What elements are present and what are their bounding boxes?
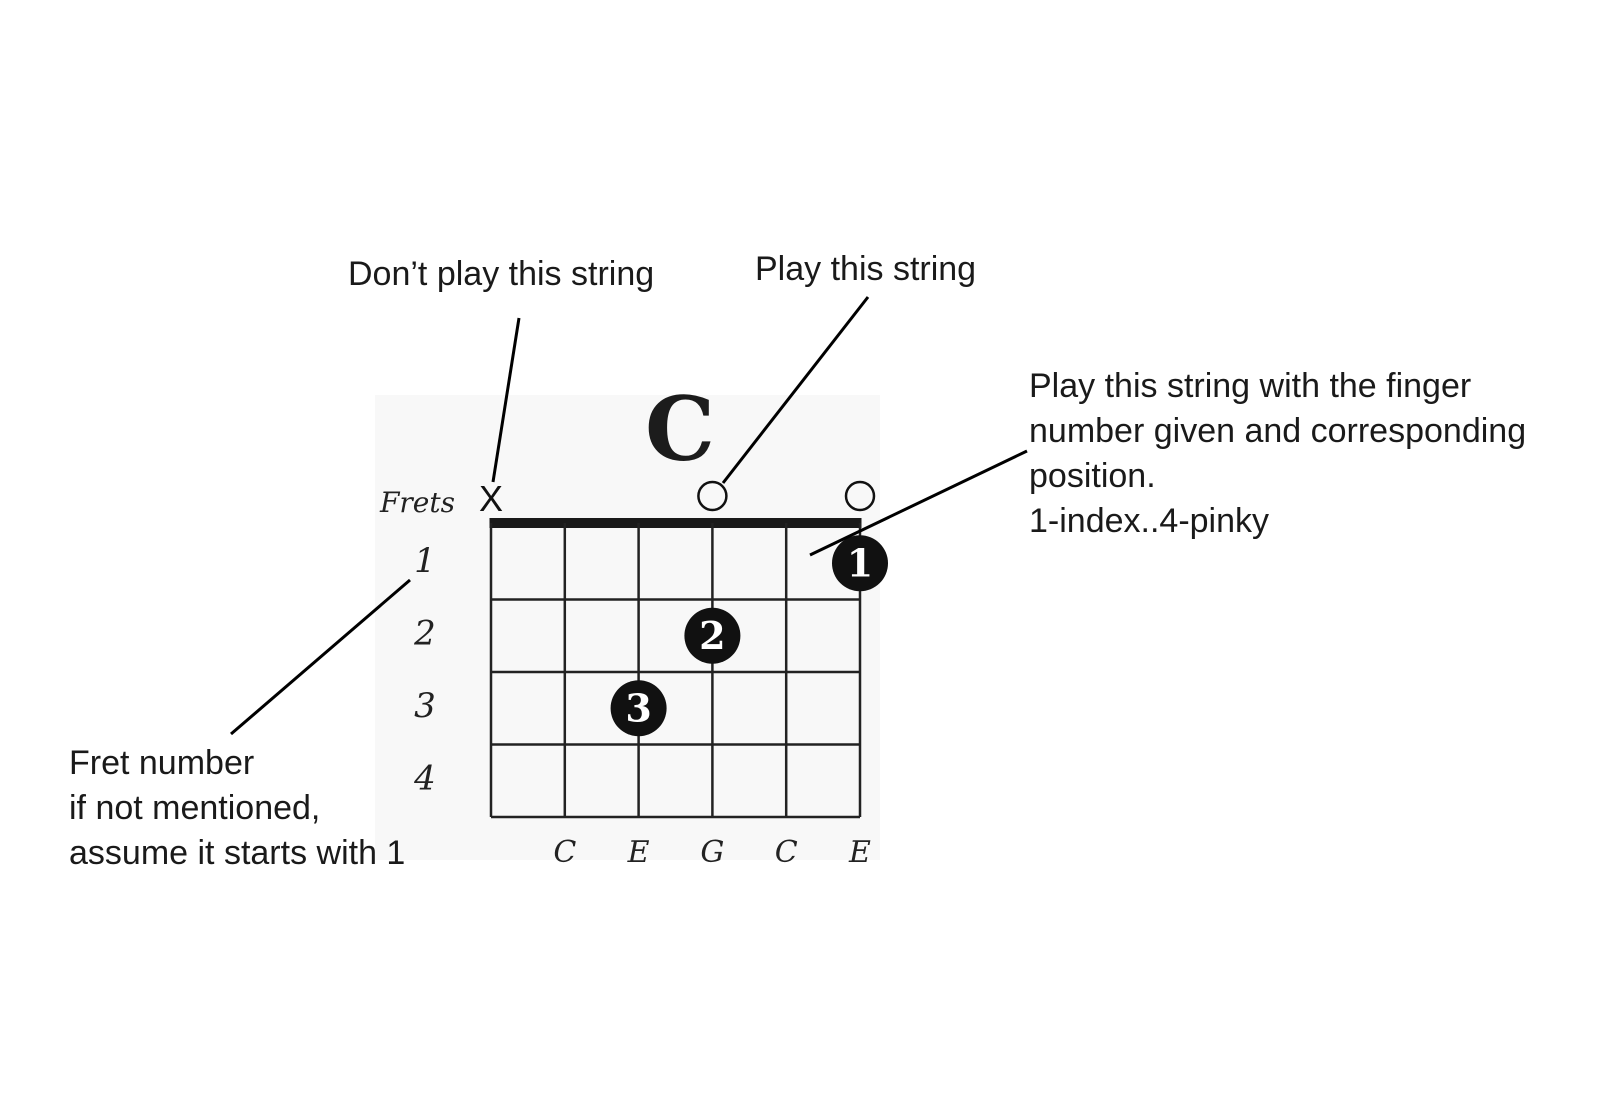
muted-string-marker: X bbox=[479, 478, 503, 519]
open-string-marker bbox=[844, 480, 876, 512]
callout-muted-string: Don’t play this string bbox=[348, 255, 655, 293]
finger-dot-circle bbox=[610, 680, 667, 737]
open-string-marker bbox=[697, 480, 728, 512]
fret-number-label: 1 bbox=[414, 541, 436, 581]
finger-dot: 2 bbox=[684, 607, 741, 664]
finger-dot-label: 3 bbox=[625, 685, 651, 730]
nut bbox=[489, 518, 862, 528]
callout-open-string: Play this string bbox=[755, 250, 977, 288]
fret-number-label: 4 bbox=[413, 759, 436, 799]
string-note-label: C bbox=[775, 835, 798, 870]
callout-fret-line: if not mentioned, bbox=[69, 789, 321, 827]
callout-finger-number: Play this string with the finger number … bbox=[1029, 364, 1526, 544]
finger-dot-label: 1 bbox=[847, 540, 873, 585]
leader-line-fret bbox=[230, 578, 411, 736]
leader-line-finger bbox=[809, 449, 1028, 557]
callout-fret-line: assume it starts with 1 bbox=[69, 834, 406, 872]
callout-finger-line: number given and corresponding bbox=[1029, 412, 1527, 450]
callout-fret-number: Fret number if not mentioned, assume it … bbox=[69, 741, 405, 876]
finger-dot: 3 bbox=[610, 680, 667, 737]
callout-finger-line: Play this string with the finger bbox=[1029, 367, 1472, 405]
finger-dot-circle bbox=[832, 535, 888, 592]
string-note-label: E bbox=[848, 835, 871, 870]
chord-name: C bbox=[645, 377, 715, 481]
string-note-label: G bbox=[700, 835, 724, 870]
frets-label: Frets bbox=[379, 486, 455, 519]
leader-line-muted bbox=[491, 317, 521, 483]
finger-dots: 1 2 3 bbox=[610, 535, 888, 737]
fretboard-grid bbox=[489, 518, 862, 819]
finger-dot-circle bbox=[684, 607, 741, 664]
fret-number-label: 2 bbox=[413, 614, 436, 654]
string-note-label: C bbox=[553, 835, 576, 870]
fret-numbers: 1 2 3 4 bbox=[413, 541, 436, 799]
finger-dot-label: 2 bbox=[699, 613, 725, 658]
callout-finger-line: 1-index..4-pinky bbox=[1029, 502, 1270, 540]
string-note-label: E bbox=[627, 835, 650, 870]
callout-finger-line: position. bbox=[1029, 457, 1156, 495]
scan-background bbox=[375, 395, 880, 860]
callout-fret-line: Fret number bbox=[69, 744, 255, 782]
string-markers: X bbox=[479, 478, 876, 519]
finger-dot: 1 bbox=[832, 535, 888, 592]
leader-line-open bbox=[721, 296, 870, 484]
fret-number-label: 3 bbox=[414, 686, 436, 726]
